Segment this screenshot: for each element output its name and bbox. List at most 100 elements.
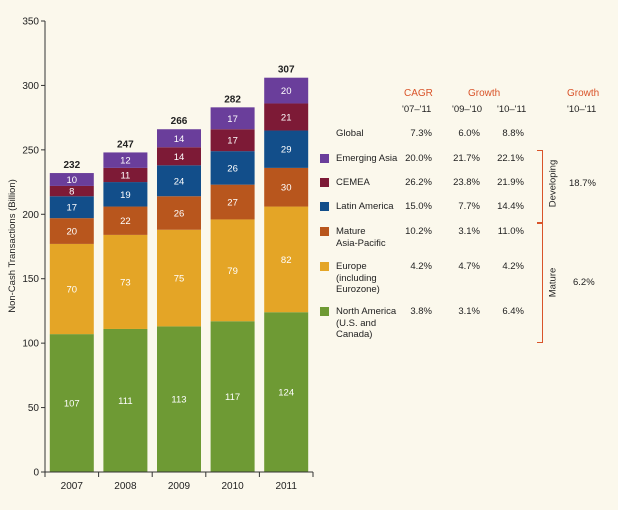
row-label-line: Latin America bbox=[336, 201, 394, 212]
bar-segment bbox=[49, 218, 94, 244]
x-tick-label: 2011 bbox=[275, 481, 297, 492]
bar-segment bbox=[210, 321, 255, 472]
bar-segment bbox=[157, 229, 201, 327]
bar-segment-label: 117 bbox=[225, 392, 240, 403]
cagr-value: 15.0% bbox=[405, 201, 432, 212]
mature-group-label: Mature bbox=[547, 267, 559, 298]
bar-segment-label: 24 bbox=[174, 176, 185, 187]
bar-segment bbox=[103, 234, 148, 329]
bar-segment bbox=[49, 185, 94, 197]
y-tick-label: 250 bbox=[22, 145, 39, 156]
y-tick-label: 0 bbox=[33, 468, 39, 479]
y-tick-label: 350 bbox=[22, 17, 39, 28]
bar-segment-label: 113 bbox=[171, 395, 186, 406]
developing-growth-value: 18.7% bbox=[569, 178, 596, 189]
bar-segment bbox=[157, 129, 201, 148]
bar-segment-label: 30 bbox=[281, 183, 292, 194]
growth-09-10-value: 23.8% bbox=[453, 177, 480, 188]
bar-segment bbox=[49, 173, 94, 186]
growth-10-11-value: 11.0% bbox=[497, 226, 524, 237]
row-label: Mature Asia-Pacific bbox=[336, 226, 386, 249]
bar-segment-label: 75 bbox=[174, 274, 185, 285]
bar-segment-label: 17 bbox=[227, 114, 238, 125]
legend-swatch bbox=[320, 178, 329, 187]
row-label-line: Emerging Asia bbox=[336, 153, 398, 164]
bar-segment bbox=[157, 326, 201, 472]
bar-segment-label: 124 bbox=[278, 388, 294, 399]
bar-segment bbox=[264, 77, 309, 104]
bar-segment bbox=[157, 196, 201, 230]
bar-segment bbox=[264, 206, 309, 313]
growth-09-10-value: 3.1% bbox=[458, 306, 480, 317]
row-label-line: Canada) bbox=[336, 329, 373, 340]
x-tick-label: 2008 bbox=[114, 481, 137, 492]
growth-10-11-value: 22.1% bbox=[497, 153, 524, 164]
bar-segment bbox=[264, 167, 309, 207]
row-label-line: (U.S. and bbox=[336, 317, 377, 329]
legend-swatch bbox=[320, 262, 329, 271]
bar-segment-label: 73 bbox=[120, 277, 131, 288]
y-tick-label: 200 bbox=[22, 210, 39, 221]
bar-total-label: 247 bbox=[117, 139, 134, 150]
growth-09-10-value: 3.1% bbox=[458, 226, 480, 237]
bar-segment-label: 27 bbox=[227, 198, 238, 209]
legend-swatch bbox=[320, 307, 329, 316]
growth-10-11-value: 21.9% bbox=[497, 177, 524, 188]
mature-bracket bbox=[537, 223, 543, 343]
row-label-line: Mature bbox=[336, 226, 366, 237]
bar-total-label: 232 bbox=[63, 160, 80, 171]
growth-period-09-10-header: '09–'10 bbox=[452, 104, 483, 115]
bar-total-label: 307 bbox=[278, 65, 295, 76]
bar-segment-label: 19 bbox=[120, 190, 131, 201]
bar-segment-label: 26 bbox=[227, 163, 238, 174]
growth-09-10-value: 4.7% bbox=[458, 261, 480, 272]
bar-segment-label: 11 bbox=[120, 170, 130, 181]
cagr-period-header: '07–'11 bbox=[402, 104, 432, 115]
bar-segment bbox=[264, 130, 309, 168]
bar-segment-label: 12 bbox=[120, 156, 131, 167]
y-tick-label: 150 bbox=[22, 274, 39, 285]
row-label: North America (U.S. and Canada) bbox=[336, 306, 396, 341]
bar-segment bbox=[103, 328, 148, 472]
cagr-value: 7.3% bbox=[410, 128, 432, 139]
legend-swatch bbox=[320, 227, 329, 236]
bar-segment bbox=[103, 182, 148, 207]
row-label: Emerging Asia bbox=[336, 153, 397, 165]
bar-segment-label: 14 bbox=[174, 134, 185, 145]
y-tick-label: 300 bbox=[22, 81, 39, 92]
bar-segment bbox=[49, 334, 94, 472]
cagr-value: 26.2% bbox=[405, 177, 432, 188]
row-label: Europe (including Eurozone) bbox=[336, 261, 380, 296]
bar-segment bbox=[264, 312, 309, 472]
legend-swatch bbox=[320, 202, 329, 211]
bar-segment-label: 70 bbox=[67, 285, 78, 296]
bar-segment bbox=[103, 152, 148, 168]
row-label: CEMEA bbox=[336, 177, 370, 189]
row-label-line: Eurozone) bbox=[336, 284, 380, 295]
y-tick-label: 100 bbox=[22, 339, 39, 350]
bar-segment bbox=[49, 196, 94, 219]
growth-10-11-value: 4.2% bbox=[502, 261, 524, 272]
bar-segment-label: 29 bbox=[281, 145, 292, 156]
bar-segment-label: 79 bbox=[227, 266, 238, 277]
group-growth-period-header: '10–'11 bbox=[567, 104, 597, 115]
bar-segment-label: 17 bbox=[67, 203, 78, 214]
mature-growth-value: 6.2% bbox=[573, 277, 595, 288]
growth-09-10-value: 7.7% bbox=[458, 201, 480, 212]
cagr-value: 4.2% bbox=[410, 261, 432, 272]
cagr-value: 20.0% bbox=[405, 153, 432, 164]
bar-segment-label: 22 bbox=[120, 216, 131, 227]
legend-swatch bbox=[320, 154, 329, 163]
cagr-value: 3.8% bbox=[410, 306, 432, 317]
bar-total-label: 266 bbox=[171, 116, 188, 127]
bar-segment bbox=[210, 184, 255, 220]
bar-segment-label: 82 bbox=[281, 255, 292, 266]
bar-segment bbox=[103, 167, 148, 183]
growth-10-11-value: 14.4% bbox=[497, 201, 524, 212]
bar-segment bbox=[157, 147, 201, 166]
bar-segment-label: 20 bbox=[281, 86, 292, 97]
y-tick-label: 50 bbox=[28, 403, 40, 414]
cagr-value: 10.2% bbox=[405, 226, 432, 237]
bar-segment bbox=[157, 165, 201, 197]
